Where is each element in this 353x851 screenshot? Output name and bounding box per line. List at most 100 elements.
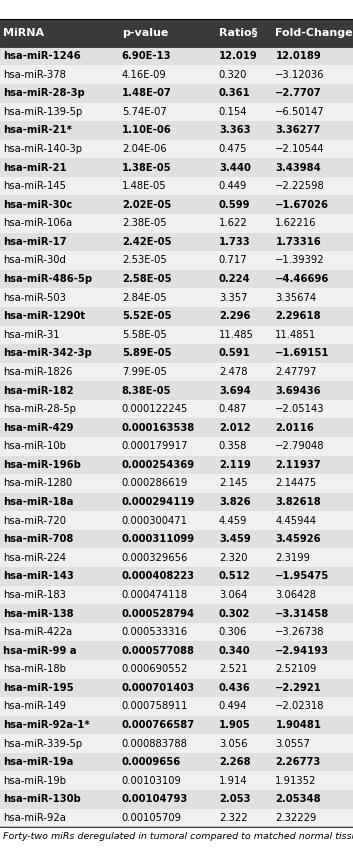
Text: 3.43984: 3.43984: [275, 163, 321, 173]
Bar: [0, 493, 353, 511]
Text: hsa-miR-1290t: hsa-miR-1290t: [3, 311, 85, 321]
Text: 2.14475: 2.14475: [275, 478, 317, 488]
Text: 0.000758911: 0.000758911: [122, 701, 188, 711]
Text: 0.000690552: 0.000690552: [122, 665, 188, 674]
Text: 4.459: 4.459: [219, 516, 247, 526]
Text: 1.905: 1.905: [219, 720, 251, 730]
Bar: [0, 734, 353, 753]
Bar: [0, 753, 353, 772]
Text: 0.000408223: 0.000408223: [122, 571, 195, 581]
Text: −2.02318: −2.02318: [275, 701, 325, 711]
Text: 2.296: 2.296: [219, 311, 250, 321]
Text: 0.0009656: 0.0009656: [122, 757, 181, 767]
Text: −3.31458: −3.31458: [275, 608, 330, 619]
Text: 2.38E-05: 2.38E-05: [122, 219, 166, 228]
Bar: [0, 344, 353, 363]
Bar: [0, 419, 353, 437]
Text: hsa-miR-18a: hsa-miR-18a: [3, 497, 73, 507]
Text: 1.48E-05: 1.48E-05: [122, 181, 166, 191]
Text: −1.67026: −1.67026: [275, 200, 329, 209]
Text: hsa-miR-378: hsa-miR-378: [3, 70, 66, 80]
Text: 3.06428: 3.06428: [275, 590, 316, 600]
Text: 0.591: 0.591: [219, 348, 251, 358]
Text: hsa-miR-138: hsa-miR-138: [3, 608, 73, 619]
Text: −2.10544: −2.10544: [275, 144, 325, 154]
Text: hsa-miR-1280: hsa-miR-1280: [3, 478, 72, 488]
Bar: [0, 530, 353, 549]
Text: hsa-miR-19a: hsa-miR-19a: [3, 757, 73, 767]
Text: 0.154: 0.154: [219, 107, 247, 117]
Text: 2.04E-06: 2.04E-06: [122, 144, 166, 154]
Bar: [0, 47, 353, 66]
Text: hsa-miR-30c: hsa-miR-30c: [3, 200, 72, 209]
Text: 3.0557: 3.0557: [275, 739, 310, 749]
Bar: [0, 363, 353, 381]
Bar: [0, 400, 353, 419]
Bar: [0, 474, 353, 493]
Text: 2.478: 2.478: [219, 367, 247, 377]
Text: 0.000179917: 0.000179917: [122, 442, 188, 451]
Bar: [0, 158, 353, 177]
Bar: [0, 121, 353, 140]
Text: −2.7707: −2.7707: [275, 89, 322, 98]
Text: −2.79048: −2.79048: [275, 442, 325, 451]
Text: hsa-miR-21*: hsa-miR-21*: [3, 125, 72, 135]
Text: hsa-miR-503: hsa-miR-503: [3, 293, 66, 303]
Text: hsa-miR-10b: hsa-miR-10b: [3, 442, 66, 451]
Text: 3.826: 3.826: [219, 497, 251, 507]
Bar: [0, 102, 353, 121]
Text: 5.89E-05: 5.89E-05: [122, 348, 171, 358]
Text: hsa-miR-143: hsa-miR-143: [3, 571, 73, 581]
Bar: [0, 270, 353, 288]
Text: 3.36277: 3.36277: [275, 125, 321, 135]
Text: MiRNA: MiRNA: [3, 28, 44, 37]
Text: 2.84E-05: 2.84E-05: [122, 293, 166, 303]
Text: 3.440: 3.440: [219, 163, 251, 173]
Text: 2.29618: 2.29618: [275, 311, 321, 321]
Text: 0.00103109: 0.00103109: [122, 776, 182, 785]
Text: hsa-miR-99 a: hsa-miR-99 a: [3, 646, 77, 655]
Text: 2.0116: 2.0116: [275, 423, 314, 432]
Text: −2.2921: −2.2921: [275, 683, 322, 693]
Text: Forty-two miRs deregulated in tumoral compared to matched normal tissue: Forty-two miRs deregulated in tumoral co…: [3, 832, 353, 842]
Text: hsa-miR-339-5p: hsa-miR-339-5p: [3, 739, 82, 749]
Text: 0.599: 0.599: [219, 200, 250, 209]
Text: 0.000766587: 0.000766587: [122, 720, 195, 730]
Text: 2.47797: 2.47797: [275, 367, 317, 377]
Text: 3.363: 3.363: [219, 125, 250, 135]
Text: hsa-miR-720: hsa-miR-720: [3, 516, 66, 526]
Text: hsa-miR-182: hsa-miR-182: [3, 386, 73, 396]
Text: 0.000528794: 0.000528794: [122, 608, 195, 619]
Text: 2.119: 2.119: [219, 460, 251, 470]
Text: hsa-miR-28-5p: hsa-miR-28-5p: [3, 404, 76, 414]
Bar: [0, 623, 353, 642]
Bar: [0, 326, 353, 344]
Text: 7.99E-05: 7.99E-05: [122, 367, 167, 377]
Bar: [0, 381, 353, 400]
Text: 1.622: 1.622: [219, 219, 247, 228]
Text: 2.521: 2.521: [219, 665, 247, 674]
Text: hsa-miR-140-3p: hsa-miR-140-3p: [3, 144, 82, 154]
Text: 0.000883788: 0.000883788: [122, 739, 188, 749]
Text: hsa-miR-19b: hsa-miR-19b: [3, 776, 66, 785]
Text: 0.475: 0.475: [219, 144, 247, 154]
Text: 2.145: 2.145: [219, 478, 247, 488]
Text: 1.90481: 1.90481: [275, 720, 321, 730]
Text: hsa-miR-183: hsa-miR-183: [3, 590, 66, 600]
Bar: [0, 808, 353, 827]
Text: 0.000286619: 0.000286619: [122, 478, 188, 488]
Text: hsa-miR-1826: hsa-miR-1826: [3, 367, 72, 377]
Bar: [0, 307, 353, 326]
Text: 0.436: 0.436: [219, 683, 251, 693]
Text: −3.12036: −3.12036: [275, 70, 325, 80]
Bar: [0, 697, 353, 716]
Bar: [0, 567, 353, 585]
Text: 3.056: 3.056: [219, 739, 247, 749]
Text: 2.32229: 2.32229: [275, 813, 317, 823]
Text: 3.064: 3.064: [219, 590, 247, 600]
Text: −1.39392: −1.39392: [275, 255, 325, 266]
Text: 11.4851: 11.4851: [275, 330, 317, 340]
Text: 0.000577088: 0.000577088: [122, 646, 195, 655]
Text: p-value: p-value: [122, 28, 168, 37]
Text: hsa-miR-145: hsa-miR-145: [3, 181, 66, 191]
